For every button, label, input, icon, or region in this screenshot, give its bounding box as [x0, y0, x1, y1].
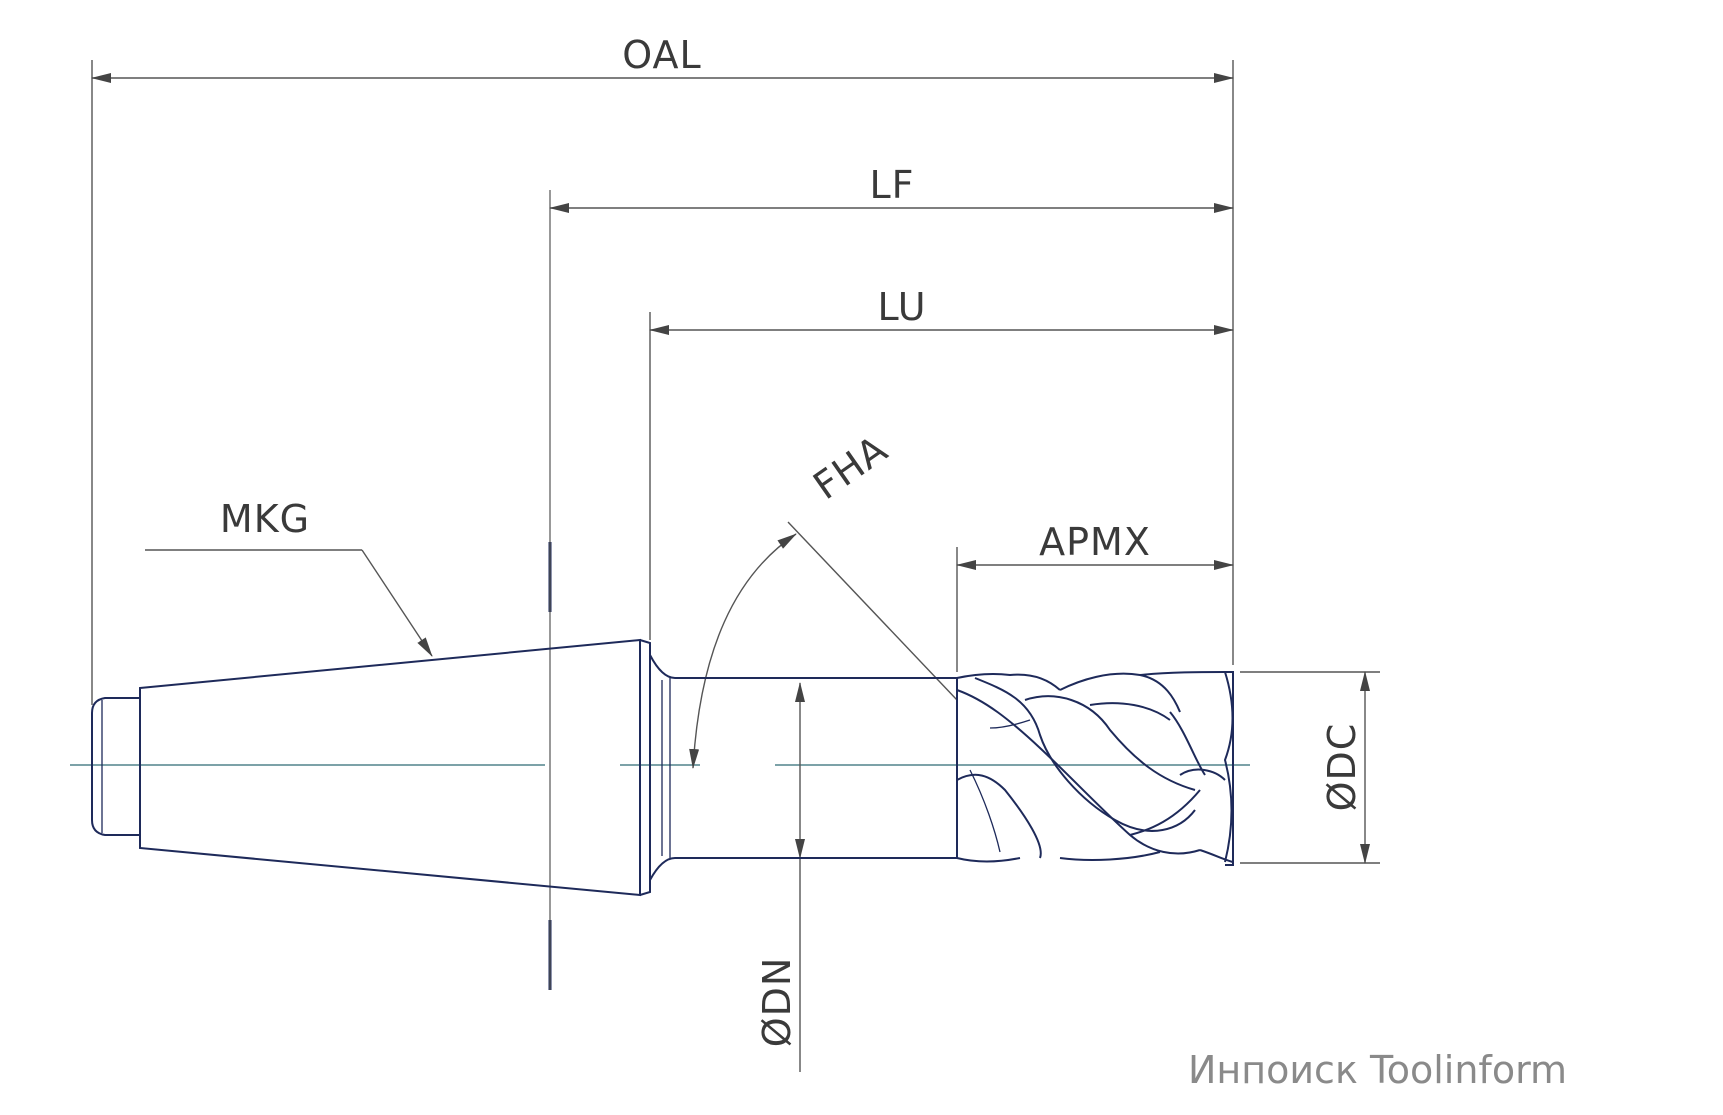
tool-body	[91, 638, 1234, 897]
label-dn: ØDN	[755, 957, 799, 1048]
label-mkg: MKG	[220, 497, 310, 541]
dimension-fha: FHA	[689, 427, 958, 769]
dimension-dc: ØDC	[1320, 671, 1370, 864]
label-dc: ØDC	[1320, 723, 1364, 812]
dimension-oal: OAL	[91, 33, 1234, 83]
dimension-lf: LF	[549, 163, 1234, 213]
dimension-lu: LU	[649, 285, 1234, 335]
extension-lines	[91, 60, 1380, 864]
watermark: Инпоиск Toolinform	[1188, 1048, 1567, 1092]
leader-mkg: MKG	[145, 497, 433, 657]
label-lf: LF	[869, 163, 914, 207]
dimension-apmx: APMX	[956, 520, 1234, 570]
label-fha: FHA	[805, 427, 895, 509]
label-oal: OAL	[622, 33, 701, 77]
label-lu: LU	[877, 285, 926, 329]
dimension-dn: ØDN	[755, 682, 805, 1072]
label-apmx: APMX	[1039, 520, 1151, 564]
